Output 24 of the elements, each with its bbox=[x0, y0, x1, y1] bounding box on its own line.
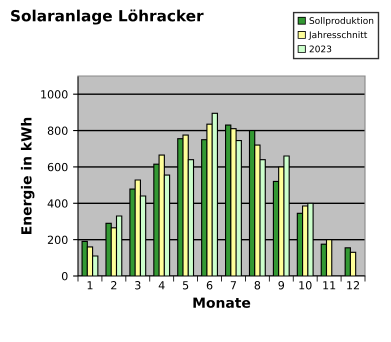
legend-label: 2023 bbox=[310, 45, 332, 52]
y-tick-label: 800 bbox=[48, 126, 68, 135]
y-tick-label: 400 bbox=[48, 199, 68, 208]
x-tick-label: 3 bbox=[135, 281, 140, 290]
x-tick-label: 10 bbox=[299, 281, 312, 290]
y-tick-label: 1000 bbox=[41, 90, 68, 99]
x-tick-label: 11 bbox=[323, 281, 336, 290]
legend-label: Sollproduktion bbox=[310, 17, 374, 26]
chart-title: Solaranlage Löhracker bbox=[11, 9, 204, 25]
y-tick-label: 200 bbox=[48, 236, 68, 244]
x-tick-label: 12 bbox=[347, 281, 359, 290]
x-tick-label: 7 bbox=[230, 281, 236, 290]
y-axis-title: Energie in kWh bbox=[20, 118, 34, 234]
x-axis-title: Monate bbox=[193, 298, 250, 308]
x-tick-label: 4 bbox=[158, 281, 165, 290]
x-tick-label: 6 bbox=[206, 281, 212, 290]
y-tick-label: 600 bbox=[48, 162, 68, 172]
y-tick-label: 0 bbox=[62, 272, 68, 280]
legend-label: Jahresschnitt bbox=[308, 31, 368, 40]
x-tick-label: 5 bbox=[182, 281, 188, 290]
x-tick-label: 1 bbox=[88, 281, 92, 290]
x-tick-label: 8 bbox=[254, 281, 260, 290]
x-tick-label: 9 bbox=[278, 281, 284, 290]
x-tick-label: 2 bbox=[111, 281, 116, 290]
